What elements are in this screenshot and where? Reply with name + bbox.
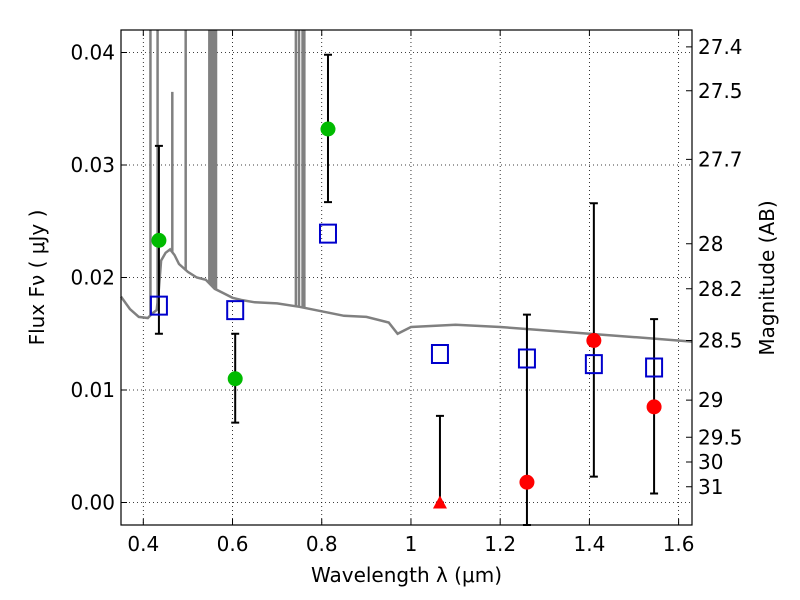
model-flux-point [584, 354, 603, 375]
data-point [227, 371, 243, 387]
data-point-upper-limit [432, 495, 447, 509]
mag-tick-label: 28.5 [698, 329, 743, 353]
x-tick-label: 0.8 [306, 532, 338, 556]
data-point [151, 232, 167, 248]
mag-tick-label: 27.4 [698, 35, 743, 59]
plot-frame [120, 29, 693, 526]
mag-tick-label: 28 [698, 232, 723, 256]
x-tick-label: 1.4 [573, 532, 605, 556]
data-point [320, 121, 336, 137]
axis-ticks: 0.4 0.6 0.8 1 1.2 1.4 1.6 0.00 0.01 0.02 0.03 0.04 2… [70, 30, 743, 556]
spectrum-line [119, 247, 693, 343]
model-flux-point [517, 348, 536, 369]
y-tick-label: 0.04 [70, 41, 115, 65]
y-tick-label: 0.02 [70, 266, 115, 290]
model-flux-point [226, 300, 245, 321]
x-axis-label: Wavelength λ (μm) [311, 563, 502, 587]
x-tick-label: 0.6 [217, 532, 249, 556]
mag-tick-label: 29.5 [698, 425, 743, 449]
model-spectrum [119, 30, 693, 343]
x-tick-label: 1 [405, 532, 418, 556]
model-flux-point [430, 344, 449, 364]
mag-tick-label: 30 [698, 450, 723, 474]
mag-tick-label: 28.2 [698, 277, 743, 301]
model-flux-point [318, 223, 337, 244]
y-axis-label: Flux Fν ( μJy ) [25, 210, 49, 346]
x-tick-label: 0.4 [127, 532, 159, 556]
y-tick-label: 0.00 [70, 491, 115, 515]
data-point [519, 474, 535, 490]
y-tick-label: 0.03 [70, 153, 115, 177]
mag-tick-label: 31 [698, 475, 723, 499]
model-flux-point [645, 357, 664, 378]
data-point [646, 399, 662, 415]
grid-lines [121, 30, 692, 525]
mag-tick-label: 27.7 [698, 147, 743, 171]
x-tick-label: 1.6 [663, 532, 695, 556]
mag-tick-label: 27.5 [698, 79, 743, 103]
mag-tick-label: 29 [698, 388, 723, 412]
x-tick-label: 1.2 [484, 532, 516, 556]
y-tick-label: 0.01 [70, 378, 115, 402]
data-points [149, 53, 664, 526]
data-point [586, 333, 602, 348]
model-flux-point [149, 295, 168, 316]
right-axis-label: Magnitude (AB) [755, 200, 779, 355]
